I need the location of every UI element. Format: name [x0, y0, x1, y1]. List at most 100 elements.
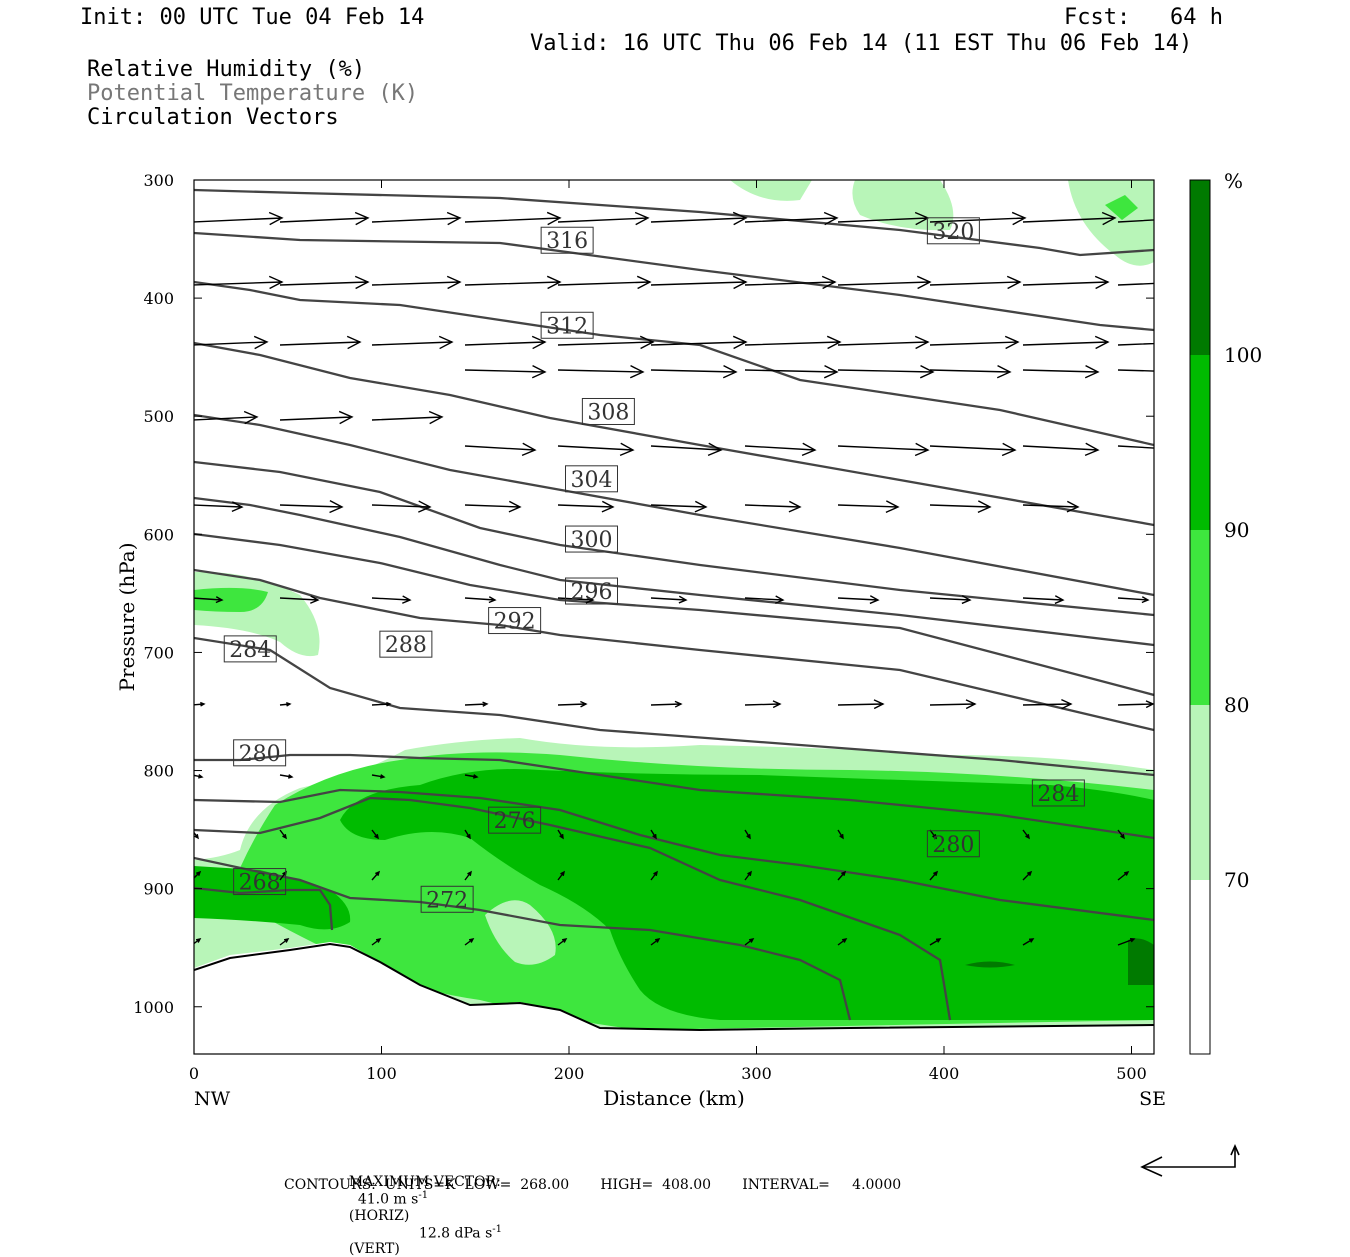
- vector-arrow: [371, 275, 462, 290]
- vector-arrow: [279, 275, 370, 290]
- colorbar-label-90: 90: [1224, 518, 1249, 542]
- contour-label-box: [926, 217, 980, 245]
- vector-arrow: [1117, 342, 1154, 346]
- max-vector-line: MAXIMUM VECTOR: 41.0 m s-1 (HORIZ) 12.8 …: [348, 1174, 503, 1257]
- vector-arrow: [837, 699, 885, 710]
- theta-276: [194, 796, 952, 1021]
- vector-arrow: [744, 211, 839, 226]
- vector-arrow: [1117, 700, 1154, 709]
- vector-arrow: [557, 442, 635, 457]
- contour-label: 312: [540, 311, 594, 339]
- contour-label-text: 320: [932, 220, 974, 245]
- vector-arrow: [1022, 364, 1100, 379]
- vector-arrow: [650, 364, 738, 379]
- vector-arrow: [279, 938, 290, 946]
- contour-label-box: [420, 885, 474, 913]
- contour-label: 292: [488, 607, 542, 635]
- contour-label: 280: [926, 830, 980, 858]
- contour-label-box: [926, 830, 980, 858]
- vector-arrow: [464, 500, 522, 513]
- rh-band-70-upper-right: [1068, 180, 1154, 266]
- vector-arrow: [464, 701, 489, 707]
- contour-label: 284: [223, 635, 277, 663]
- y-tick-label: 900: [143, 880, 174, 899]
- vector-arrow: [744, 275, 837, 290]
- vector-arrow: [1022, 698, 1073, 710]
- vector-arrow: [744, 870, 752, 881]
- circulation-vectors: [194, 211, 1154, 946]
- vector-arrow: [194, 870, 202, 879]
- contour-label-box: [581, 397, 635, 425]
- vector-arrow: [744, 700, 782, 709]
- vector-arrow: [1117, 219, 1154, 223]
- vector-arrow: [279, 211, 370, 226]
- vector-arrow: [744, 365, 839, 379]
- vector-arrow: [464, 774, 479, 779]
- vector-arrow: [194, 596, 224, 604]
- x-tick-label: 400: [929, 1064, 960, 1083]
- vector-arrow: [837, 595, 880, 605]
- vector-arrow: [837, 365, 935, 379]
- contour-label: 320: [926, 217, 980, 245]
- vector-arrow: [929, 335, 1020, 350]
- colorbar-bin-below-70: [1190, 880, 1210, 1054]
- axes: 0 100 200 300 400 500 300 400 500 600 700 800 900 100…: [133, 171, 1154, 1083]
- x-tick-label: 200: [554, 1064, 585, 1083]
- terrain-mask: [194, 942, 1154, 1054]
- vector-arrow: [557, 870, 565, 881]
- vector-arrow: [279, 701, 292, 707]
- max-vector-horiz-unit: (HORIZ): [348, 1207, 410, 1224]
- rh-band-80-upper-right: [1105, 195, 1138, 220]
- vector-arrow: [929, 364, 1012, 379]
- vector-arrow: [557, 938, 568, 946]
- vector-arrow: [650, 700, 683, 708]
- vector-arrow: [464, 870, 472, 881]
- vector-arrow: [371, 701, 392, 707]
- y-axis-title: Pressure (hPa): [115, 543, 139, 692]
- vector-arrow: [464, 211, 562, 226]
- colorbar-label-80: 80: [1224, 693, 1249, 717]
- field-vectors: Circulation Vectors: [87, 105, 339, 130]
- vector-arrow: [279, 595, 320, 604]
- vector-arrow: [744, 595, 785, 604]
- vector-arrow: [837, 275, 932, 290]
- rh-band-100-pocket-1: [1128, 938, 1154, 985]
- vector-arrow: [1117, 870, 1130, 881]
- colorbar-bin-90: [1190, 355, 1210, 530]
- vector-arrow: [1117, 596, 1150, 604]
- contour-label-text: 312: [546, 314, 588, 339]
- theta-268: [194, 886, 334, 931]
- contour-label-text: 284: [1037, 782, 1079, 807]
- theta-300: [194, 496, 1154, 647]
- plot-frame: [193, 179, 1155, 1055]
- vector-arrow: [650, 211, 748, 226]
- theta-284: [194, 753, 1154, 840]
- vector-arrow: [929, 275, 1022, 290]
- vector-arrow: [1022, 938, 1035, 946]
- vector-arrow: [557, 500, 615, 513]
- vector-arrow: [194, 410, 259, 425]
- contour-labels: 316 320 312 308 304 300 296 292 288 284 280 276 272 2…: [223, 217, 1085, 913]
- contour-label-text: 316: [546, 229, 588, 254]
- theta-308: [194, 413, 1154, 597]
- init-time: Init: 00 UTC Tue 04 Feb 14: [80, 5, 425, 30]
- vector-arrow: [650, 500, 708, 513]
- vector-arrow: [279, 410, 354, 425]
- vector-arrow: [837, 442, 930, 457]
- vector-arrow: [464, 335, 547, 350]
- vector-arrow: [1022, 211, 1117, 226]
- y-tick-label: 300: [143, 171, 174, 190]
- colorbar-frame: [1189, 179, 1211, 1055]
- vector-arrow: [929, 595, 972, 605]
- vector-arrow: [744, 500, 802, 513]
- vector-arrow: [194, 275, 284, 290]
- vector-arrow: [371, 870, 381, 881]
- contour-label-text: 280: [932, 833, 974, 858]
- field-theta: Potential Temperature (K): [87, 81, 419, 106]
- contour-label-text: 268: [239, 871, 281, 896]
- vector-arrow: [371, 774, 386, 779]
- x-axis-title: Distance (km): [603, 1086, 745, 1110]
- vector-arrow: [650, 442, 723, 457]
- vector-arrow: [194, 335, 269, 350]
- vector-arrow: [464, 364, 547, 379]
